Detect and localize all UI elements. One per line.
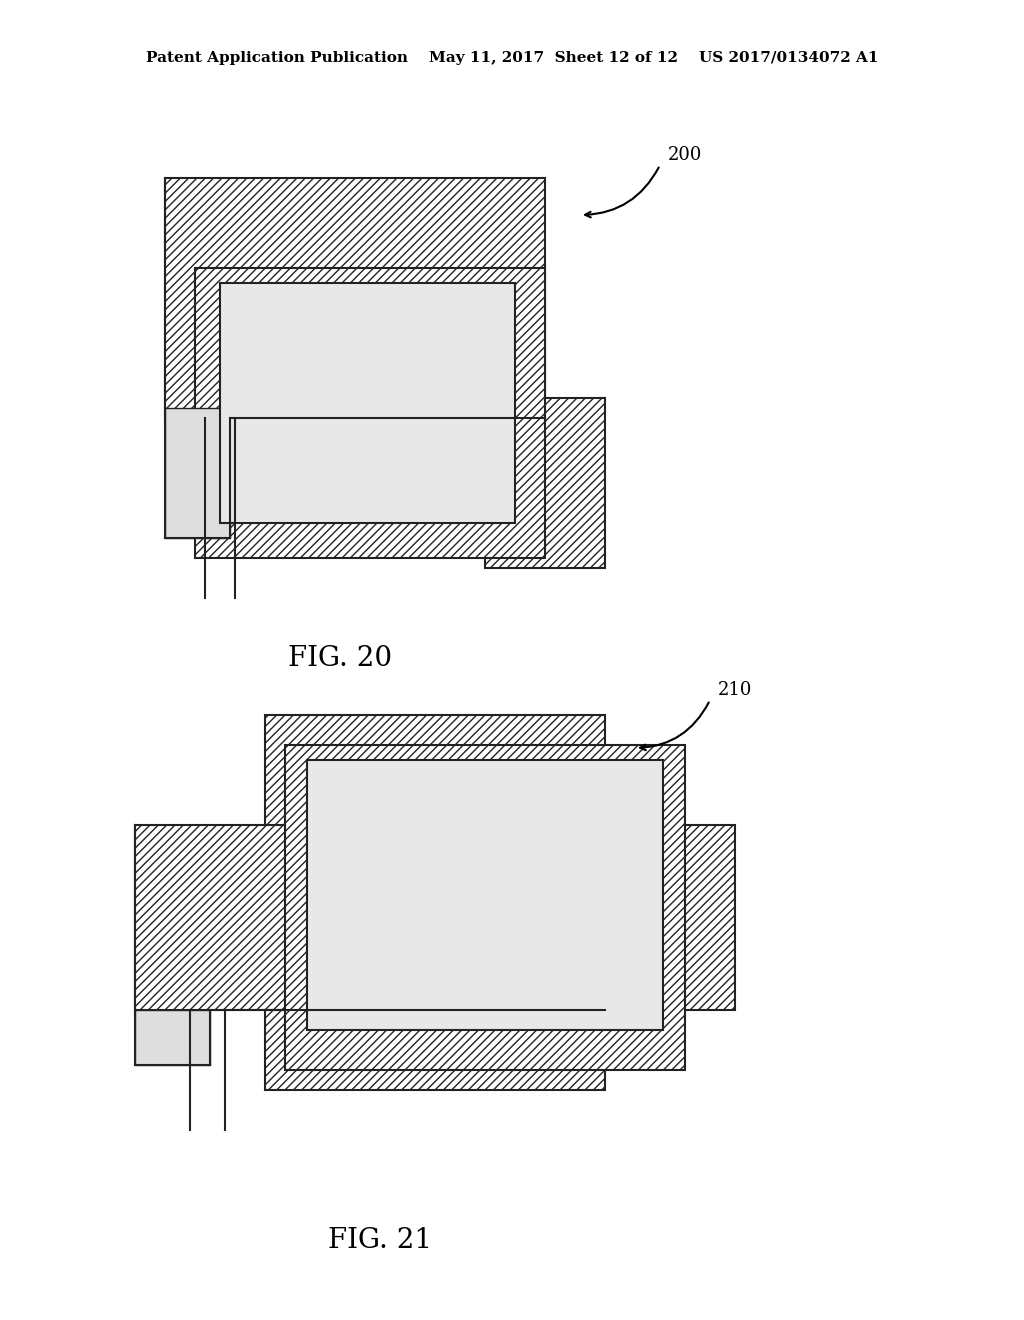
Bar (135, 825, 325, 1010)
Bar (265, 715, 605, 836)
Bar (220, 282, 515, 523)
Text: Patent Application Publication    May 11, 2017  Sheet 12 of 12    US 2017/013407: Patent Application Publication May 11, 2… (145, 51, 879, 65)
Bar (165, 408, 230, 539)
Bar (285, 744, 685, 1071)
Text: 210: 210 (718, 681, 753, 700)
Text: 200: 200 (668, 147, 702, 164)
Bar (265, 1010, 605, 1090)
Text: FIG. 20: FIG. 20 (288, 644, 392, 672)
Bar (545, 825, 735, 1010)
Bar (195, 268, 545, 558)
Bar (307, 760, 663, 1030)
Text: FIG. 21: FIG. 21 (328, 1226, 432, 1254)
Bar (165, 178, 545, 418)
Bar (485, 399, 605, 568)
Bar (135, 1010, 210, 1065)
